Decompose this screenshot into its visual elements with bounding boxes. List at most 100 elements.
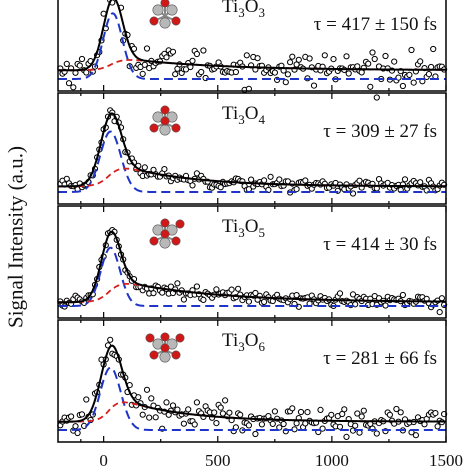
species-label: Ti3O5: [222, 216, 265, 240]
data-point: [328, 411, 335, 418]
oxygen-atom: [149, 236, 159, 246]
data-point: [217, 184, 224, 191]
data-point: [139, 70, 146, 78]
data-point: [365, 60, 372, 67]
data-point: [200, 47, 207, 54]
data-point: [141, 61, 148, 68]
oxygen-atom: [145, 333, 155, 343]
x-tick-label: 0: [99, 451, 108, 470]
data-point: [284, 71, 291, 78]
data-point: [83, 396, 90, 403]
panel-3: Ti3O5 τ = 414 ± 30 fs: [57, 205, 448, 319]
data-point: [276, 176, 283, 183]
data-point: [161, 166, 168, 173]
data-point: [252, 289, 259, 297]
titanium-atom: [159, 124, 171, 136]
data-point: [193, 283, 200, 290]
data-point: [235, 285, 242, 292]
x-tick-label: 500: [205, 451, 231, 470]
data-point: [304, 409, 311, 416]
data-point: [180, 296, 187, 303]
data-point: [148, 395, 155, 402]
lifetime-label: τ = 309 ± 27 fs: [323, 121, 437, 142]
data-point: [226, 409, 233, 416]
data-point: [78, 55, 86, 63]
data-point: [243, 52, 250, 59]
data-point: [107, 336, 114, 343]
data-point: [232, 68, 239, 76]
data-point: [83, 69, 90, 76]
data-point: [276, 424, 283, 431]
data-point: [336, 290, 344, 297]
total-fit-curve: [58, 0, 446, 72]
data-point: [189, 182, 196, 189]
data-point: [169, 402, 177, 409]
species-subscript: 3: [238, 225, 245, 240]
data-point: [252, 430, 259, 438]
data-point: [410, 79, 417, 86]
species-subscript: 4: [258, 112, 265, 127]
data-points-series: [57, 0, 448, 101]
data-point: [217, 404, 224, 411]
titanium-atom: [159, 351, 171, 363]
oxygen-atom: [160, 218, 170, 228]
data-point: [163, 399, 170, 406]
titanium-atom: [159, 237, 171, 249]
data-point: [436, 309, 443, 316]
species-label: Ti3O6: [222, 330, 265, 354]
data-point: [63, 60, 70, 68]
data-point: [189, 57, 196, 64]
oxygen-atom: [160, 229, 170, 239]
oxygen-atom: [160, 105, 170, 115]
data-point: [341, 406, 348, 413]
data-point: [169, 48, 177, 55]
data-point: [289, 53, 296, 60]
data-point: [228, 286, 235, 293]
data-point: [417, 58, 424, 65]
data-point: [393, 405, 400, 413]
species-symbol: O: [245, 0, 259, 17]
panel-frame: [57, 319, 447, 443]
fast-component-curve: [58, 366, 446, 431]
data-point: [367, 83, 374, 90]
species-symbol: Ti: [222, 0, 238, 17]
species-subscript: 3: [238, 5, 245, 20]
data-point: [150, 290, 157, 297]
data-point: [193, 50, 200, 58]
data-point: [343, 433, 350, 440]
data-point: [222, 397, 229, 404]
data-point: [174, 280, 181, 287]
data-point: [330, 56, 337, 63]
data-point: [369, 49, 376, 56]
data-point: [408, 46, 415, 54]
data-point: [146, 414, 153, 421]
species-subscript: 3: [258, 5, 265, 20]
data-point: [258, 421, 265, 428]
data-point: [306, 55, 313, 62]
data-point: [317, 406, 324, 413]
panel-frame: [57, 205, 447, 319]
data-point: [343, 53, 350, 60]
data-point: [371, 55, 378, 63]
species-symbol: Ti: [222, 216, 238, 237]
species-label: Ti3O3: [222, 0, 265, 20]
data-point: [349, 291, 357, 298]
data-point: [432, 410, 439, 417]
data-point: [289, 405, 296, 412]
data-point: [141, 164, 148, 171]
data-point: [211, 409, 218, 416]
oxygen-atom: [160, 343, 170, 353]
data-point: [386, 411, 393, 418]
data-point: [261, 298, 268, 305]
oxygen-atom: [160, 0, 170, 8]
total-fit-curve: [58, 344, 446, 423]
data-point: [373, 430, 380, 437]
data-point: [438, 295, 445, 302]
species-subscript: 3: [238, 112, 245, 127]
data-point: [180, 420, 187, 427]
oxygen-atom: [149, 16, 159, 26]
total-fit-curve: [58, 230, 446, 304]
data-point: [267, 173, 274, 180]
data-point: [261, 177, 268, 184]
